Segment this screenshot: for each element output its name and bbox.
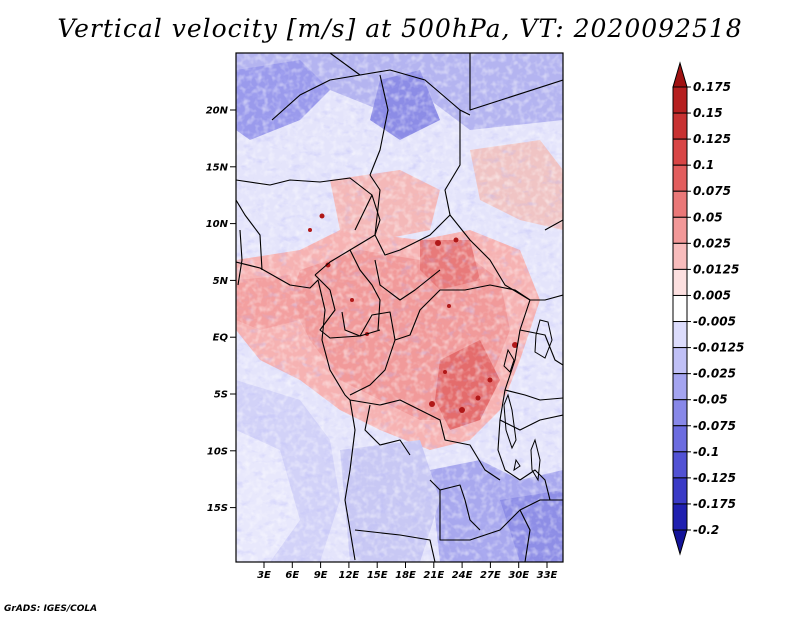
colorbar-label: -0.0125 [693, 341, 744, 355]
colorbar-segment [672, 268, 688, 296]
colorbar-label: -0.025 [693, 367, 736, 381]
colorbar-segment [672, 86, 688, 114]
lat-label: EQ [213, 333, 229, 344]
colorbar-segment [672, 477, 688, 505]
colorbar-segment [672, 451, 688, 479]
colorbar-segment [672, 373, 688, 401]
colorbar-label: -0.005 [693, 315, 736, 329]
colorbar-bottom-arrow [672, 529, 688, 556]
lat-label: 15N [206, 162, 229, 173]
latitude-axis: 20N 15N 10N 5N EQ 5S 10S 15S [206, 106, 236, 514]
colorbar-label: 0.025 [693, 236, 731, 250]
lon-label: 15E [367, 570, 388, 581]
colorbar-label: 0.175 [693, 80, 731, 94]
lat-label: 10N [206, 219, 229, 230]
colorbar-label: 0.075 [693, 184, 731, 198]
lon-label: 21E [423, 570, 444, 581]
colorbar-label: -0.175 [693, 497, 736, 511]
colorbar-segment [672, 425, 688, 453]
plot-title: Vertical velocity [m/s] at 500hPa, VT: 2… [57, 14, 743, 43]
colorbar-segment [672, 347, 688, 375]
map-frame [235, 52, 564, 563]
colorbar-label: -0.075 [693, 419, 736, 433]
lat-label: 5S [214, 390, 228, 401]
colorbar-label: 0.1 [693, 158, 714, 172]
lon-label: 9E [314, 570, 328, 581]
colorbar-segment [672, 503, 688, 531]
lat-label: 10S [207, 446, 228, 457]
colorbar-label: -0.05 [693, 393, 728, 407]
lon-label: 6E [285, 570, 299, 581]
lon-label: 24E [452, 570, 473, 581]
colorbar-segment [672, 216, 688, 244]
colorbar-segment [672, 190, 688, 218]
colorbar-top-arrow [672, 61, 688, 88]
lat-label: 20N [206, 106, 229, 117]
colorbar-segment [672, 242, 688, 270]
footer-credit: GrADS: IGES/COLA [4, 604, 98, 614]
longitude-axis: 3E 6E 9E 12E 15E 18E 21E 24E 27E 30E 33E [257, 562, 558, 581]
vertical-velocity-field [236, 53, 563, 562]
colorbar-segment [672, 112, 688, 140]
colorbar-segment [672, 321, 688, 349]
lat-label: 5N [213, 276, 229, 287]
lon-label: 30E [508, 570, 529, 581]
lakes [503, 319, 553, 482]
colorbar-label: -0.125 [693, 471, 736, 485]
colorbar-label: 0.0125 [693, 262, 739, 276]
colorbar-label: -0.2 [693, 523, 719, 537]
colorbar-label: 0.05 [693, 210, 723, 224]
lon-label: 12E [339, 570, 360, 581]
lon-label: 18E [395, 570, 416, 581]
colorbar-segment [672, 138, 688, 166]
colorbar-label: 0.125 [693, 132, 731, 146]
colorbar-segment [672, 399, 688, 427]
lon-label: 27E [480, 570, 501, 581]
colorbar: 0.175 0.15 0.125 0.1 0.075 0.05 0.025 0.0125 0.0… [672, 61, 744, 556]
colorbar-label: -0.1 [693, 445, 719, 459]
lon-label: 33E [537, 570, 558, 581]
colorbar-label: 0.15 [693, 106, 723, 120]
colorbar-label: 0.005 [693, 288, 731, 302]
colorbar-segment [672, 164, 688, 192]
country-borders [236, 53, 563, 562]
lat-label: 15S [207, 503, 228, 514]
lon-label: 3E [257, 570, 271, 581]
colorbar-segment [672, 294, 688, 323]
